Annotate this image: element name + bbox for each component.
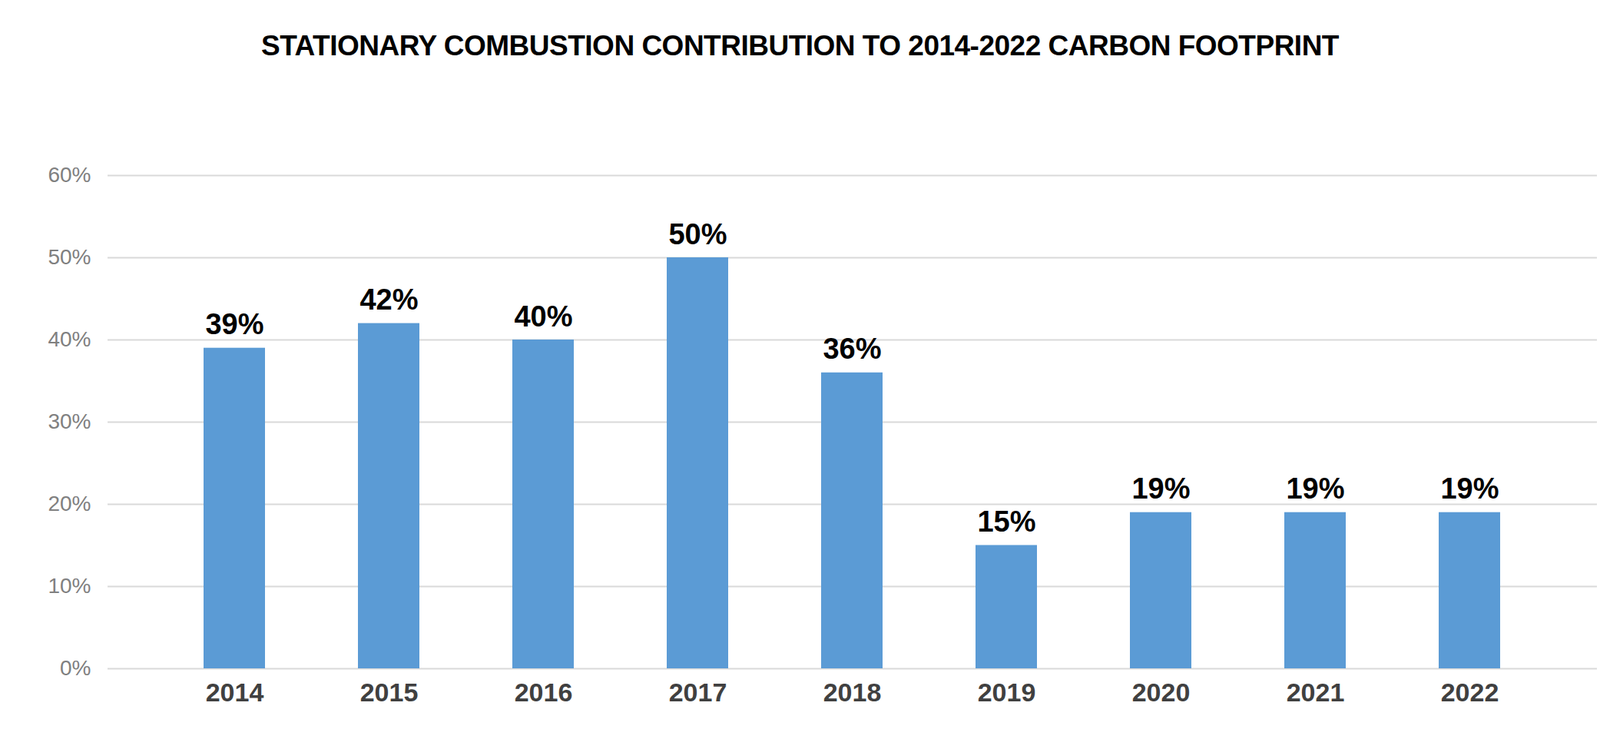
svg-text:2014: 2014 xyxy=(205,677,265,707)
svg-text:2022: 2022 xyxy=(1440,677,1500,707)
svg-text:15%: 15% xyxy=(977,505,1036,538)
svg-text:2016: 2016 xyxy=(514,677,574,707)
svg-text:19%: 19% xyxy=(1440,472,1499,505)
svg-text:36%: 36% xyxy=(822,332,882,365)
svg-text:50%: 50% xyxy=(47,245,91,269)
svg-text:19%: 19% xyxy=(1285,472,1345,505)
svg-text:42%: 42% xyxy=(359,283,418,316)
svg-text:19%: 19% xyxy=(1131,472,1190,505)
svg-text:50%: 50% xyxy=(668,218,727,251)
svg-text:2021: 2021 xyxy=(1286,677,1345,707)
svg-text:2020: 2020 xyxy=(1132,677,1191,707)
svg-text:20%: 20% xyxy=(47,491,91,516)
svg-text:40%: 40% xyxy=(513,300,573,333)
html-text:STATIONARY COMBUSTION CONTRIBU: STATIONARY COMBUSTION CONTRIBUTION TO 20… xyxy=(261,29,1339,62)
svg-text:30%: 30% xyxy=(47,409,91,434)
svg-text:60%: 60% xyxy=(47,162,91,187)
svg-text:39%: 39% xyxy=(205,308,264,341)
svg-text:2017: 2017 xyxy=(669,677,728,707)
svg-text:40%: 40% xyxy=(47,327,91,352)
svg-text:0%: 0% xyxy=(59,655,91,680)
svg-text:2018: 2018 xyxy=(823,677,882,707)
svg-text:2015: 2015 xyxy=(360,677,419,707)
svg-text:10%: 10% xyxy=(47,573,91,598)
svg-text:2019: 2019 xyxy=(977,677,1037,707)
